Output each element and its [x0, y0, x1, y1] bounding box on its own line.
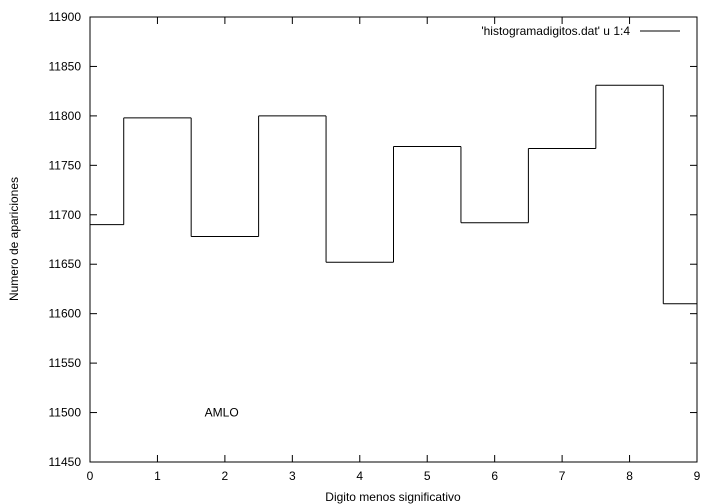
x-tick-label: 4: [356, 469, 363, 483]
y-tick-label: 11700: [49, 208, 82, 222]
x-tick-label: 6: [491, 469, 498, 483]
annotation-label: AMLO: [205, 406, 239, 420]
x-tick-label: 0: [87, 469, 94, 483]
legend: 'histogramadigitos.dat' u 1:4: [481, 24, 680, 38]
y-tick-label: 11600: [49, 307, 82, 321]
legend-label: 'histogramadigitos.dat' u 1:4: [481, 24, 630, 38]
x-tick-label: 7: [559, 469, 566, 483]
x-axis-label: Digito menos significativo: [325, 490, 461, 504]
y-tick-label: 11450: [49, 455, 82, 469]
y-tick-label: 11650: [49, 257, 82, 271]
x-tick-label: 1: [154, 469, 161, 483]
plot-frame: [89, 16, 698, 463]
y-ticks: 11450 11500 11550 11600 11650 11700 11750 11800…: [49, 10, 697, 469]
x-ticks: 0 1 2 3 4 5 6 7 8 9: [87, 17, 701, 483]
series-layer: [90, 84, 697, 305]
x-tick-label: 9: [694, 469, 701, 483]
y-tick-label: 11800: [49, 109, 82, 123]
x-tick-label: 5: [424, 469, 431, 483]
y-tick-label: 11850: [49, 59, 82, 73]
y-tick-label: 11500: [49, 406, 82, 420]
y-tick-label: 11900: [49, 10, 82, 24]
x-tick-label: 2: [222, 469, 229, 483]
y-tick-label: 11550: [49, 356, 82, 370]
x-tick-label: 3: [289, 469, 296, 483]
y-tick-label: 11750: [49, 158, 82, 172]
annotations: AMLO: [205, 406, 239, 420]
y-axis-label: Numero de apariciones: [7, 177, 21, 301]
x-tick-label: 8: [626, 469, 633, 483]
